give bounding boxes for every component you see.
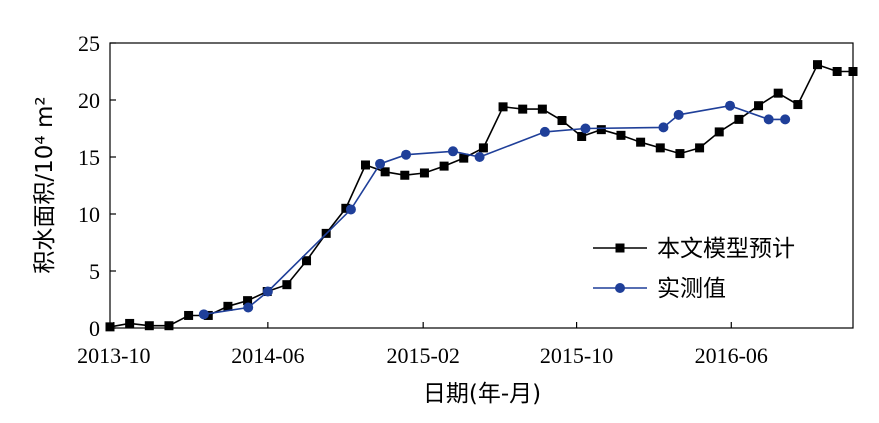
series-layer <box>105 60 858 332</box>
data-point-model <box>616 130 626 140</box>
legend: 本文模型预计 实测值 <box>593 236 795 302</box>
y-tick-label: 0 <box>89 316 100 341</box>
data-point-model <box>675 149 685 159</box>
data-point-measured <box>243 302 254 313</box>
data-point-model <box>695 143 705 153</box>
x-tick-label: 2014-06 <box>231 343 304 368</box>
data-point-measured <box>198 309 209 320</box>
y-tick-label: 15 <box>78 145 100 170</box>
data-point-model <box>164 321 174 331</box>
data-point-model <box>577 131 587 141</box>
data-point-model <box>144 321 154 331</box>
data-point-model <box>341 203 351 213</box>
data-point-model <box>105 322 115 332</box>
x-tick-label: 2015-02 <box>387 343 460 368</box>
x-axis-ticks: 2013-10 2014-06 2015-02 2015-10 2016-06 <box>77 322 768 368</box>
data-point-measured <box>447 146 458 157</box>
data-point-model <box>832 67 842 76</box>
data-point-measured <box>725 100 736 111</box>
data-point-model <box>596 125 606 135</box>
data-point-model <box>125 318 135 328</box>
data-point-model <box>812 60 822 70</box>
data-point-model <box>184 310 194 320</box>
data-point-measured <box>673 109 684 120</box>
plot-frame <box>109 42 854 329</box>
data-point-model <box>714 127 724 137</box>
data-point-model <box>734 114 744 124</box>
x-tick-label: 2016-06 <box>695 343 768 368</box>
legend-marker-square <box>615 243 625 253</box>
y-tick-label: 10 <box>78 202 100 227</box>
x-axis-label: 日期(年-月) <box>423 381 541 407</box>
y-axis-label: 积水面积/10⁴ m² <box>32 96 58 273</box>
data-point-model <box>557 116 567 126</box>
data-point-model <box>302 256 312 266</box>
legend-label-model: 本文模型预计 <box>657 236 795 262</box>
data-point-model <box>478 143 488 153</box>
x-tick-label: 2015-10 <box>540 343 613 368</box>
data-point-measured <box>780 114 791 125</box>
legend-marker-circle <box>615 283 625 293</box>
data-point-model <box>537 104 547 114</box>
data-point-measured <box>401 149 412 160</box>
data-point-model <box>459 153 469 163</box>
data-point-model <box>498 102 508 112</box>
data-point-model <box>518 104 528 114</box>
y-axis-ticks: 0 5 10 15 20 25 <box>78 31 116 341</box>
data-point-measured <box>763 114 774 125</box>
data-point-measured <box>658 122 669 133</box>
data-point-model <box>400 170 410 180</box>
data-point-measured <box>375 158 386 169</box>
data-point-model <box>380 167 390 177</box>
data-point-measured <box>345 204 356 215</box>
data-point-model <box>282 280 292 290</box>
data-point-model <box>243 296 253 306</box>
data-point-model <box>439 161 449 171</box>
data-point-measured <box>580 123 591 134</box>
series-line-0 <box>109 63 853 328</box>
data-point-model <box>419 168 429 178</box>
y-tick-label: 20 <box>78 88 100 113</box>
data-point-model <box>848 67 858 76</box>
data-point-model <box>636 137 646 147</box>
data-point-measured <box>539 126 550 137</box>
data-point-model <box>223 301 233 311</box>
data-point-model <box>655 143 665 153</box>
data-point-model <box>773 88 783 98</box>
x-tick-label: 2013-10 <box>77 343 150 368</box>
data-point-model <box>793 100 803 110</box>
y-tick-label: 25 <box>78 31 100 56</box>
legend-label-measured: 实测值 <box>657 276 726 302</box>
data-point-measured <box>474 152 485 162</box>
y-tick-label: 5 <box>89 259 100 284</box>
data-point-measured <box>262 286 273 297</box>
data-point-model <box>360 160 370 170</box>
data-point-model <box>754 101 764 111</box>
